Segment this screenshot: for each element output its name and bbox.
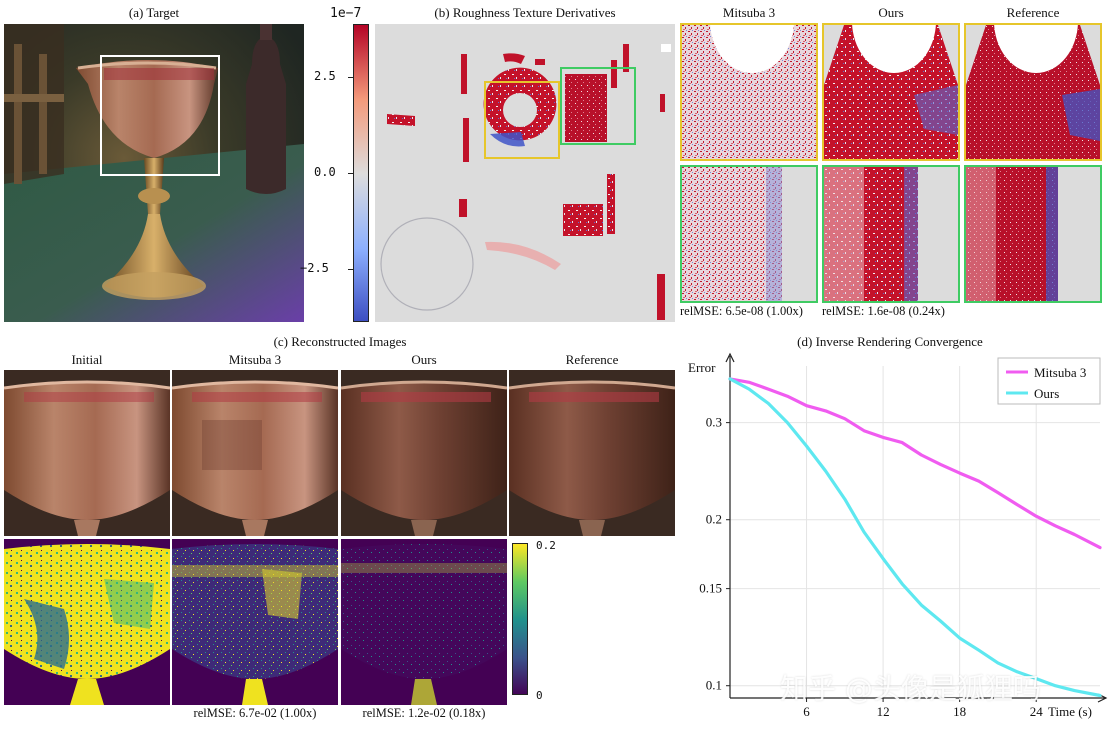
colorbar-exponent: 1e−7: [330, 6, 362, 21]
roughness-derivative-texture: [375, 24, 675, 322]
zoom-green-reference: [964, 165, 1102, 303]
error-colorbar: [512, 543, 528, 695]
colorbar-tick: 2.5: [314, 69, 336, 84]
colorbar-tick: −2.5: [300, 260, 329, 275]
panel-a-caption: (a) Target: [128, 5, 180, 20]
legend-box: [997, 357, 1101, 405]
zoom-relmse-mitsuba3: relMSE: 6.5e-08 (1.00x): [680, 304, 803, 318]
target-render-image: [4, 24, 304, 322]
x-tick-label: 12: [877, 704, 890, 719]
zoom-yellow-ours: [822, 23, 960, 161]
y-tick-label: 0.15: [699, 581, 722, 596]
zoom-yellow-mitsuba3: [680, 23, 818, 161]
zoom-green-mitsuba3: [680, 165, 818, 303]
error-initial: [4, 539, 170, 705]
target-zoom-box: [100, 55, 220, 176]
panel-d-caption: (d) Inverse Rendering Convergence: [797, 334, 983, 349]
zoom-green-ours: [822, 165, 960, 303]
convergence-chart: 6 12 18 24 0.1 0.15 0.2 0.3 Error Time (s) Mitsuba…: [688, 352, 1108, 719]
zoom-col-mitsuba3: Mitsuba 3: [722, 5, 776, 20]
render-initial: [4, 370, 170, 536]
zoom-col-ours: Ours: [878, 5, 904, 20]
y-tick-label: 0.1: [706, 678, 722, 693]
render-mitsuba3: [172, 370, 338, 536]
panel-b-caption: (b) Roughness Texture Derivatives: [434, 5, 616, 20]
render-ours: [341, 370, 507, 536]
error-colorbar-min: 0: [536, 689, 543, 702]
col-initial-label: Initial: [71, 352, 103, 367]
col-reference-label: Reference: [565, 352, 619, 367]
legend-label: Ours: [1034, 386, 1059, 401]
zoom-yellow-reference: [964, 23, 1102, 161]
x-tick-label: 24: [1030, 704, 1044, 719]
x-tick-label: 6: [803, 704, 810, 719]
relmse-mitsuba3: relMSE: 6.7e-02 (1.00x): [193, 706, 317, 720]
col-ours-label: Ours: [411, 352, 437, 367]
derivative-colorbar: [353, 24, 369, 322]
y-axis-arrow: [725, 352, 735, 363]
x-axis-label: Time (s): [1048, 704, 1092, 719]
render-reference: [509, 370, 675, 536]
derivative-yellow-box: [484, 81, 560, 159]
watermark-text: 知乎 @头像是狐狸吗: [780, 672, 1041, 705]
error-mitsuba3: [172, 539, 338, 705]
x-tick-label: 18: [953, 704, 966, 719]
colorbar-tick-mark: [348, 173, 353, 174]
colorbar-tick: 0.0: [314, 165, 336, 179]
legend-label: Mitsuba 3: [1034, 365, 1086, 380]
error-colorbar-max: 0.2: [536, 539, 556, 552]
colorbar-tick-mark: [348, 77, 353, 79]
relmse-ours: relMSE: 1.2e-02 (0.18x): [362, 706, 486, 720]
y-axis-label: Error: [688, 360, 716, 375]
y-tick-label: 0.3: [706, 415, 722, 430]
derivative-green-box: [560, 67, 636, 145]
error-ours: [341, 539, 507, 705]
series-line-mitsuba-3: [728, 377, 1102, 550]
zoom-relmse-ours: relMSE: 1.6e-08 (0.24x): [822, 304, 945, 318]
zoom-col-reference: Reference: [1006, 5, 1060, 20]
col-mitsuba3-label: Mitsuba 3: [228, 352, 282, 367]
series-line-ours: [728, 377, 1102, 698]
panel-c-caption: (c) Reconstructed Images: [273, 334, 407, 349]
colorbar-tick-mark: [348, 268, 353, 270]
y-tick-label: 0.2: [706, 512, 722, 527]
